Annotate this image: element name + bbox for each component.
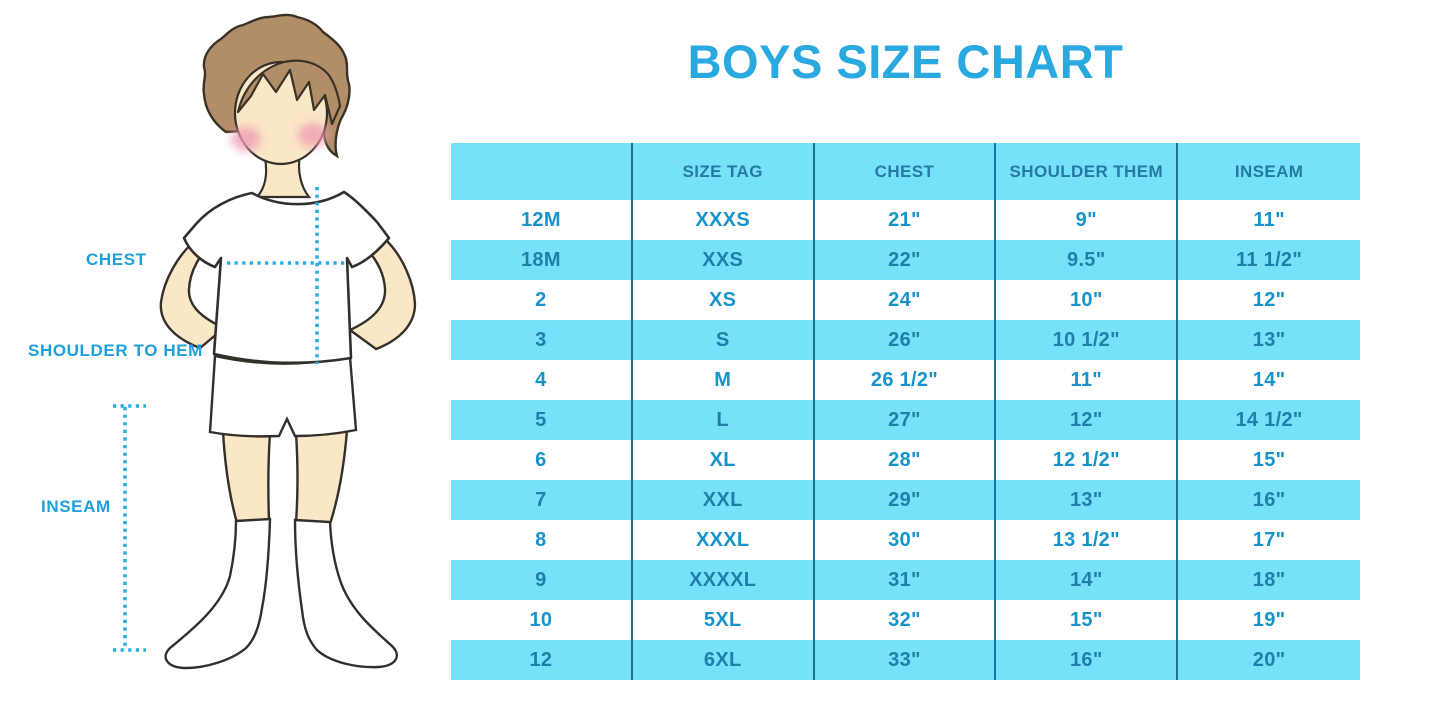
table-row: 8 XXXL 30" 13 1/2" 17": [451, 520, 1360, 560]
table-row: 12 6XL 33" 16" 20": [451, 640, 1360, 680]
size-table: SIZE TAG CHEST SHOULDER THEM INSEAM 12M X…: [451, 143, 1360, 680]
table-row: 3 S 26" 10 1/2" 13": [451, 320, 1360, 360]
table-row: 5 L 27" 12" 14 1/2": [451, 400, 1360, 440]
table-header-chest: CHEST: [815, 143, 997, 200]
table-cell: 22": [815, 240, 997, 280]
table-cell: 28": [815, 440, 997, 480]
table-cell: 8: [451, 520, 633, 560]
boy-right-cheek: [298, 123, 328, 147]
boy-shirt: [182, 190, 391, 365]
table-cell: 12: [451, 640, 633, 680]
table-cell: L: [633, 400, 815, 440]
boy-right-leg: [294, 428, 349, 526]
table-cell: 2: [451, 280, 633, 320]
table-header-size-tag: SIZE TAG: [633, 143, 815, 200]
table-cell: 32": [815, 600, 997, 640]
table-cell: 16": [996, 640, 1179, 680]
table-cell: 31": [815, 560, 997, 600]
table-cell: 13": [996, 480, 1179, 520]
measurement-lines: [113, 187, 345, 652]
table-cell: 27": [815, 400, 997, 440]
table-cell: 10: [451, 600, 633, 640]
table-row: 18M XXS 22" 9.5" 11 1/2": [451, 240, 1360, 280]
boy-left-cheek: [231, 127, 261, 151]
table-cell: 26": [815, 320, 997, 360]
table-cell: XL: [633, 440, 815, 480]
table-cell: 13": [1252, 328, 1286, 351]
table-cell: 12": [996, 400, 1179, 440]
table-row: 6 XL 28" 12 1/2" 15": [451, 440, 1360, 480]
table-cell: XXXL: [633, 520, 815, 560]
table-cell: 18M: [451, 240, 633, 280]
table-cell: 30": [815, 520, 997, 560]
table-row: 9 XXXXL 31" 14" 18": [451, 560, 1360, 600]
table-cell: 9.5": [996, 240, 1179, 280]
chest-label: CHEST: [86, 250, 147, 269]
table-cell: 24": [815, 280, 997, 320]
table-cell: 3: [451, 320, 633, 360]
boy-left-sock: [164, 517, 272, 670]
table-cell: M: [633, 360, 815, 400]
table-row: 10 5XL 32" 15" 19": [451, 600, 1360, 640]
table-cell: 29": [815, 480, 997, 520]
table-row: 7 XXL 29" 13" 16": [451, 480, 1360, 520]
table-row: 2 XS 24" 10" 12": [451, 280, 1360, 320]
table-cell: 4: [451, 360, 633, 400]
boy-shorts: [208, 354, 358, 438]
table-cell: 20": [1252, 648, 1286, 671]
table-cell: 5XL: [633, 600, 815, 640]
table-cell: 12 1/2": [996, 440, 1179, 480]
table-cell: 5: [451, 400, 633, 440]
table-row: 4 M 26 1/2" 11" 14": [451, 360, 1360, 400]
table-cell: 11": [1253, 208, 1285, 231]
boy-illustration: [113, 13, 417, 670]
table-cell: 11 1/2": [1236, 248, 1303, 271]
table-cell: 7: [451, 480, 633, 520]
boy-left-leg: [221, 429, 272, 525]
table-header-row: SIZE TAG CHEST SHOULDER THEM INSEAM: [451, 143, 1360, 200]
table-cell: 14": [996, 560, 1179, 600]
shoulder-to-hem-label: SHOULDER TO HEM: [28, 341, 203, 360]
boy-right-sock: [293, 518, 398, 669]
page-title: BOYS SIZE CHART: [687, 35, 1124, 88]
table-header-inseam: INSEAM: [1234, 161, 1304, 181]
table-cell: 19": [1252, 608, 1286, 631]
table-cell: 9: [451, 560, 633, 600]
table-cell: 9": [996, 200, 1179, 240]
table-cell: 16": [1252, 488, 1286, 511]
table-cell: XXXXL: [633, 560, 815, 600]
table-cell: 12": [1252, 288, 1286, 311]
table-cell: 15": [1252, 448, 1286, 471]
table-cell: 13 1/2": [996, 520, 1179, 560]
table-row: 12M XXXS 21" 9" 11": [451, 200, 1360, 240]
table-cell: S: [633, 320, 815, 360]
table-cell: 18": [1252, 568, 1286, 591]
table-cell: 12M: [451, 200, 633, 240]
table-cell: XS: [633, 280, 815, 320]
boy-left-arm: [159, 236, 227, 350]
table-cell: XXS: [633, 240, 815, 280]
table-cell: 15": [996, 600, 1179, 640]
table-body: 12M XXXS 21" 9" 11" 18M XXS 22" 9.5" 11 1/2" 2 XS 24…: [451, 200, 1360, 680]
boy-right-arm: [347, 238, 417, 351]
table-cell: 10": [996, 280, 1179, 320]
table-cell: 6XL: [633, 640, 815, 680]
table-header-shoulder: SHOULDER THEM: [996, 143, 1179, 200]
boy-hair-fringe: [236, 59, 342, 126]
table-cell: 14": [1252, 368, 1286, 391]
table-cell: XXXS: [633, 200, 815, 240]
inseam-label: INSEAM: [41, 497, 111, 516]
table-cell: XXL: [633, 480, 815, 520]
table-cell: 17": [1252, 528, 1286, 551]
table-cell: 11": [996, 360, 1179, 400]
table-cell: 6: [451, 440, 633, 480]
table-cell: 33": [815, 640, 997, 680]
table-cell: 26 1/2": [815, 360, 997, 400]
table-cell: 21": [815, 200, 997, 240]
table-header-blank: [451, 143, 633, 200]
table-cell: 10 1/2": [996, 320, 1179, 360]
table-cell: 14 1/2": [1235, 408, 1303, 431]
